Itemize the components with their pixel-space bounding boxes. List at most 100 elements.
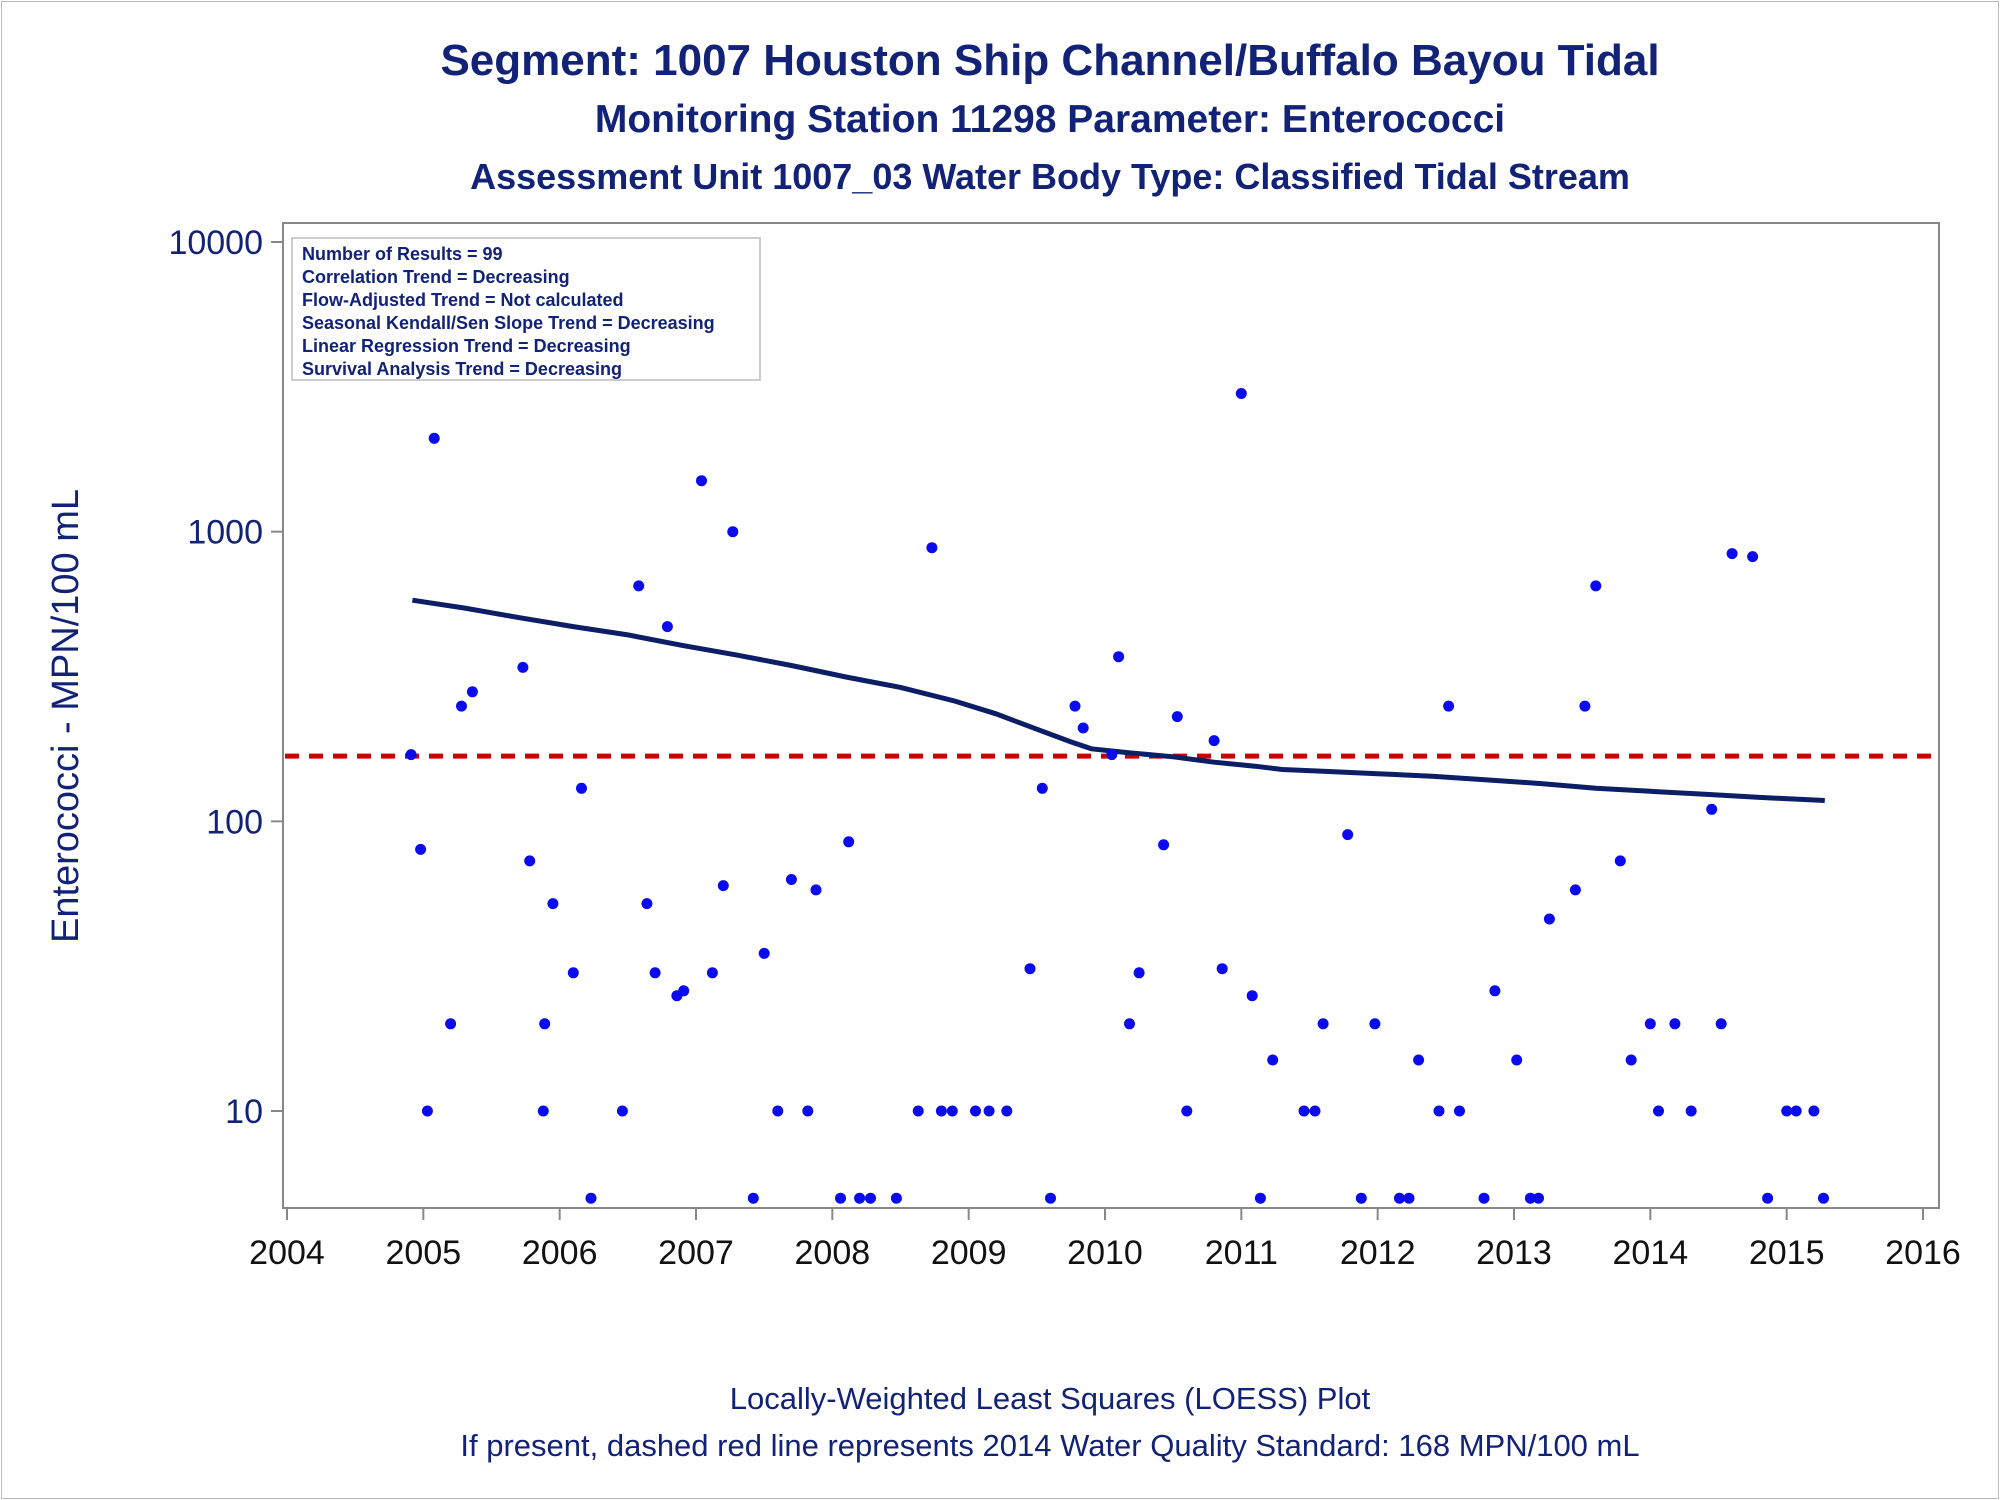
data-point: [567, 967, 579, 979]
data-point: [1254, 1192, 1266, 1204]
data-point: [1181, 1105, 1193, 1117]
data-point: [1781, 1105, 1793, 1117]
data-point: [649, 967, 661, 979]
y-tick-label: 1000: [187, 514, 263, 552]
data-point: [1413, 1054, 1425, 1066]
data-point: [633, 580, 645, 592]
data-point: [1644, 1018, 1656, 1030]
loess-curve: [412, 597, 1825, 803]
data-point: [890, 1192, 902, 1204]
data-point: [810, 884, 822, 896]
x-tick-label: 2004: [249, 1234, 325, 1272]
data-point: [616, 1105, 628, 1117]
x-tick-label: 2009: [931, 1234, 1007, 1272]
data-point: [445, 1018, 457, 1030]
data-point: [1614, 855, 1626, 867]
data-point: [517, 661, 529, 673]
data-point: [1355, 1192, 1367, 1204]
inset-line-seasonal-kendall: Seasonal Kendall/Sen Slope Trend = Decre…: [302, 313, 715, 333]
data-point: [1489, 985, 1501, 997]
footnote-loess: Locally-Weighted Least Squares (LOESS) P…: [729, 1381, 1371, 1416]
data-point: [1045, 1192, 1056, 1204]
data-point: [1069, 700, 1081, 712]
data-point: [1317, 1018, 1329, 1030]
inset-line-survival-analysis: Survival Analysis Trend = Decreasing: [302, 359, 622, 379]
data-point: [926, 542, 938, 554]
data-point: [1298, 1105, 1310, 1117]
data-point: [1403, 1192, 1415, 1204]
data-point: [747, 1192, 759, 1204]
data-point: [1158, 839, 1170, 851]
inset-line-linear-regression: Linear Regression Trend = Decreasing: [302, 336, 631, 356]
data-point: [802, 1105, 814, 1117]
data-point: [428, 432, 440, 444]
x-tick-label: 2015: [1749, 1234, 1825, 1272]
stats-inset-box: [291, 237, 761, 381]
stats-inset: Number of Results = 99 Correlation Trend…: [291, 237, 761, 381]
data-point: [1762, 1192, 1774, 1204]
y-axis: 10 100 1000 10000: [168, 224, 283, 1131]
data-point: [1369, 1018, 1381, 1030]
data-point: [983, 1105, 995, 1117]
data-point: [717, 880, 729, 892]
data-point: [1208, 735, 1220, 747]
data-point: [1133, 967, 1145, 979]
data-point: [1309, 1105, 1321, 1117]
data-point: [1533, 1192, 1544, 1204]
data-point: [1024, 963, 1036, 975]
data-point: [661, 621, 673, 633]
inset-line-flow-adjusted: Flow-Adjusted Trend = Not calculated: [302, 290, 624, 310]
data-points: [405, 264, 1829, 1204]
data-point: [1818, 1192, 1829, 1204]
data-point: [1524, 1192, 1536, 1204]
data-point: [696, 475, 707, 487]
x-tick-label: 2012: [1340, 1234, 1416, 1272]
data-point: [912, 1105, 924, 1117]
data-point: [1706, 803, 1718, 815]
chart-subtitle-station: Monitoring Station 11298 Parameter: Ente…: [594, 98, 1506, 141]
data-point: [843, 836, 855, 848]
footnote-standard: If present, dashed red line represents 2…: [460, 1428, 1640, 1463]
data-point: [1171, 711, 1183, 723]
data-point: [537, 1105, 549, 1117]
data-point: [405, 749, 417, 761]
data-point: [1478, 1192, 1490, 1204]
data-point: [415, 843, 427, 855]
data-point: [758, 947, 770, 959]
data-point: [1036, 782, 1048, 794]
data-point: [641, 898, 653, 910]
inset-line-correlation: Correlation Trend = Decreasing: [302, 267, 570, 287]
data-point: [576, 782, 587, 794]
data-point: [1077, 722, 1089, 734]
data-point: [1625, 1054, 1637, 1066]
data-point: [466, 686, 478, 698]
data-point: [1113, 651, 1125, 663]
data-point: [772, 1105, 784, 1117]
data-point: [539, 1018, 551, 1030]
data-point: [1790, 1105, 1802, 1117]
chart-title: Segment: 1007 Houston Ship Channel/Buffa…: [440, 36, 1660, 85]
data-point: [946, 1105, 958, 1117]
data-point: [585, 1192, 597, 1204]
x-tick-label: 2016: [1885, 1234, 1961, 1272]
data-point: [1267, 1054, 1279, 1066]
data-point: [854, 1192, 866, 1204]
data-point: [1443, 700, 1455, 712]
data-point: [1124, 1018, 1135, 1030]
plot-area-border: [282, 222, 1940, 1209]
inset-line-results: Number of Results = 99: [302, 244, 503, 264]
data-point: [970, 1105, 981, 1117]
y-tick-label: 10: [225, 1093, 263, 1131]
data-point: [1454, 1105, 1465, 1117]
x-tick-label: 2007: [658, 1234, 734, 1272]
data-point: [456, 700, 467, 712]
data-point: [1001, 1105, 1013, 1117]
x-tick-label: 2011: [1205, 1234, 1278, 1272]
data-point: [678, 985, 690, 997]
data-point: [1433, 1105, 1445, 1117]
data-point: [1235, 388, 1247, 399]
data-point: [1569, 884, 1581, 896]
x-tick-label: 2008: [795, 1234, 871, 1272]
x-tick-label: 2014: [1613, 1234, 1689, 1272]
x-axis: 2004 2005 2006 2007 2008 2009 2010 2011 2012 2013…: [249, 1208, 1961, 1272]
